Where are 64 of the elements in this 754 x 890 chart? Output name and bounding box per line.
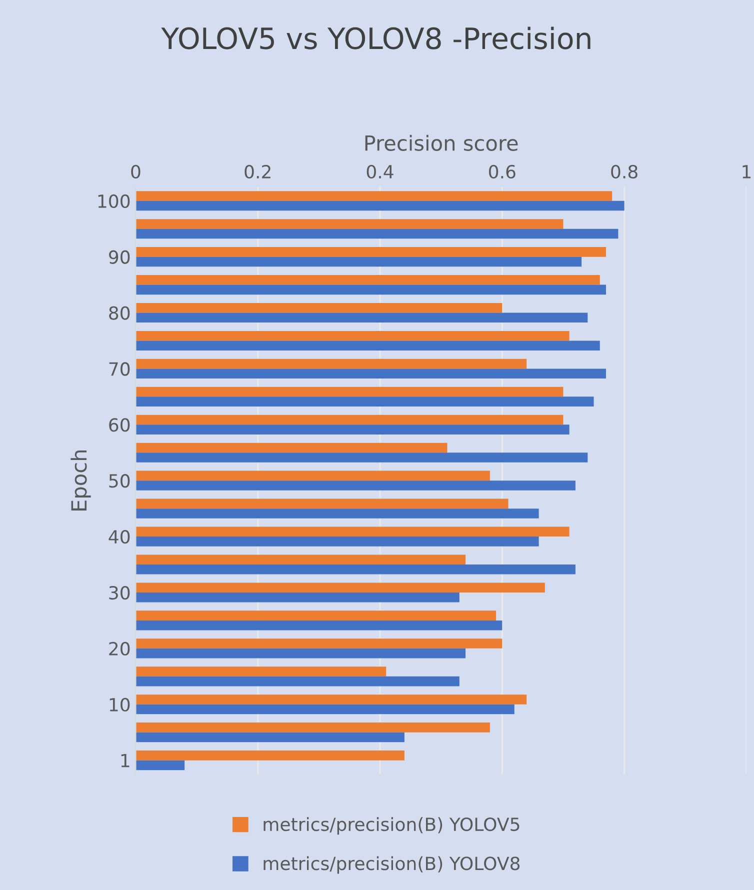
bar — [136, 312, 588, 323]
bar — [136, 219, 564, 229]
bar — [136, 284, 606, 295]
legend-label: metrics/precision(B) YOLOV8 — [264, 856, 520, 874]
bar — [136, 228, 618, 239]
bar — [136, 275, 600, 285]
bar — [136, 368, 606, 379]
bar — [136, 508, 539, 518]
bar — [136, 526, 570, 537]
bar — [136, 676, 460, 686]
y-tick-label: 30 — [109, 586, 130, 600]
bar — [136, 760, 185, 770]
y-tick-label: 50 — [109, 474, 130, 488]
bar — [136, 256, 582, 267]
bar — [136, 470, 490, 481]
x-tick-label: 0 — [131, 164, 140, 179]
bar — [136, 330, 570, 341]
bar — [136, 536, 539, 546]
x-tick-label: 0.6 — [489, 164, 516, 179]
legend-label: metrics/precision(B) YOLOV5 — [264, 817, 520, 835]
bar — [136, 414, 564, 425]
bar — [136, 750, 404, 760]
bar — [136, 732, 404, 742]
x-tick-label: 0.4 — [366, 164, 394, 179]
y-tick-label: 100 — [98, 194, 130, 208]
bar — [136, 340, 600, 351]
bar — [136, 480, 576, 490]
bar — [136, 200, 624, 211]
bar — [136, 554, 466, 565]
bar — [136, 452, 588, 462]
bar — [136, 722, 490, 732]
bar — [136, 582, 545, 592]
bar — [136, 442, 448, 453]
bar — [136, 564, 576, 574]
bar — [136, 424, 570, 434]
bar — [136, 610, 496, 620]
bar — [136, 247, 606, 257]
bar — [136, 620, 502, 630]
bar — [136, 191, 612, 201]
y-tick-label: 10 — [110, 698, 130, 712]
bar — [136, 666, 386, 676]
x-tick-label: 0.8 — [611, 164, 638, 179]
bar — [136, 358, 527, 369]
chart-title: YOLOV5 vs YOLOV8 -Precision — [161, 26, 590, 50]
bar — [136, 302, 502, 313]
bar — [136, 694, 527, 704]
bar — [136, 592, 460, 602]
x-tick-label: 0.2 — [244, 164, 270, 179]
bar — [136, 704, 514, 714]
bar — [136, 386, 564, 397]
y-tick-label: 70 — [109, 362, 130, 376]
y-tick-label: 40 — [108, 530, 130, 544]
x-axis-title: Precision score — [365, 134, 518, 151]
bar — [136, 498, 508, 509]
y-tick-label: 60 — [109, 418, 130, 432]
bar — [136, 648, 466, 658]
bar — [136, 396, 594, 406]
y-tick-label: 80 — [109, 306, 130, 320]
y-tick-label: 20 — [109, 642, 130, 656]
y-tick-label: 1 — [121, 754, 130, 768]
y-axis-title: Epoch — [70, 450, 91, 510]
x-tick-label: 1 — [742, 165, 751, 178]
y-tick-label: 90 — [109, 250, 130, 264]
bar — [136, 638, 502, 648]
